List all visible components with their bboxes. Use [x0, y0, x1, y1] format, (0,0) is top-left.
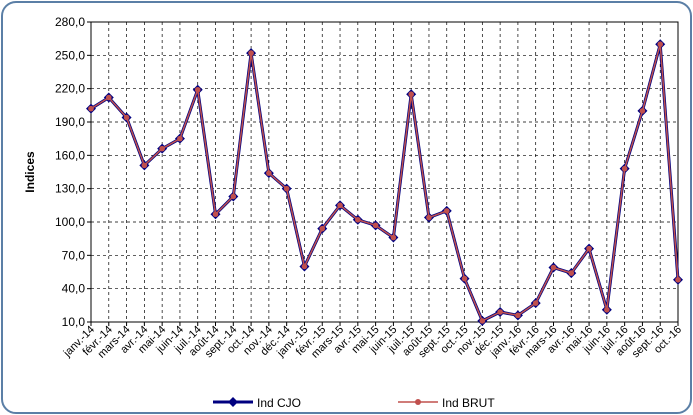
marker: [248, 50, 254, 56]
marker: [105, 94, 112, 101]
y-tick-label: 190,0: [55, 115, 85, 129]
y-tick-label: 130,0: [55, 182, 85, 196]
marker: [639, 108, 646, 114]
y-tick-label: 100,0: [55, 215, 85, 229]
marker: [266, 170, 272, 176]
plot-area: [90, 21, 679, 323]
marker: [426, 214, 432, 221]
y-tick-label: 160,0: [55, 148, 85, 162]
y-axis-label: Indices: [23, 151, 37, 193]
marker: [141, 162, 148, 169]
legend-label: Ind BRUT: [442, 396, 495, 410]
marker: [177, 135, 183, 142]
y-tick-label: 250,0: [55, 48, 85, 62]
marker: [675, 276, 681, 283]
marker: [372, 222, 379, 229]
marker: [301, 263, 308, 270]
marker: [159, 145, 165, 152]
marker: [355, 216, 361, 223]
marker: [230, 193, 237, 200]
marker: [212, 211, 219, 218]
marker: [657, 41, 664, 48]
marker: [586, 245, 592, 252]
legend-label: Ind CJO: [257, 396, 301, 410]
marker: [550, 264, 557, 271]
marker: [532, 300, 539, 306]
y-tick-label: 10,0: [62, 315, 86, 329]
y-tick-label: 70,0: [62, 248, 86, 262]
marker: [88, 105, 94, 112]
marker: [621, 165, 628, 172]
legend-marker: [228, 397, 238, 407]
marker: [515, 312, 521, 319]
marker: [443, 208, 450, 214]
marker: [568, 270, 575, 276]
marker: [319, 225, 326, 232]
marker: [408, 91, 414, 98]
marker: [604, 306, 610, 313]
y-tick-label: 40,0: [62, 282, 86, 296]
marker: [497, 309, 503, 315]
series-line: [90, 44, 679, 322]
legend-marker: [415, 399, 421, 405]
marker: [479, 318, 486, 324]
y-tick-label: 280,0: [55, 15, 85, 29]
marker: [283, 185, 290, 192]
marker: [337, 202, 343, 209]
marker: [461, 275, 468, 282]
marker: [194, 86, 201, 93]
marker: [390, 234, 397, 241]
y-tick-label: 220,0: [55, 82, 85, 96]
marker: [123, 114, 130, 121]
